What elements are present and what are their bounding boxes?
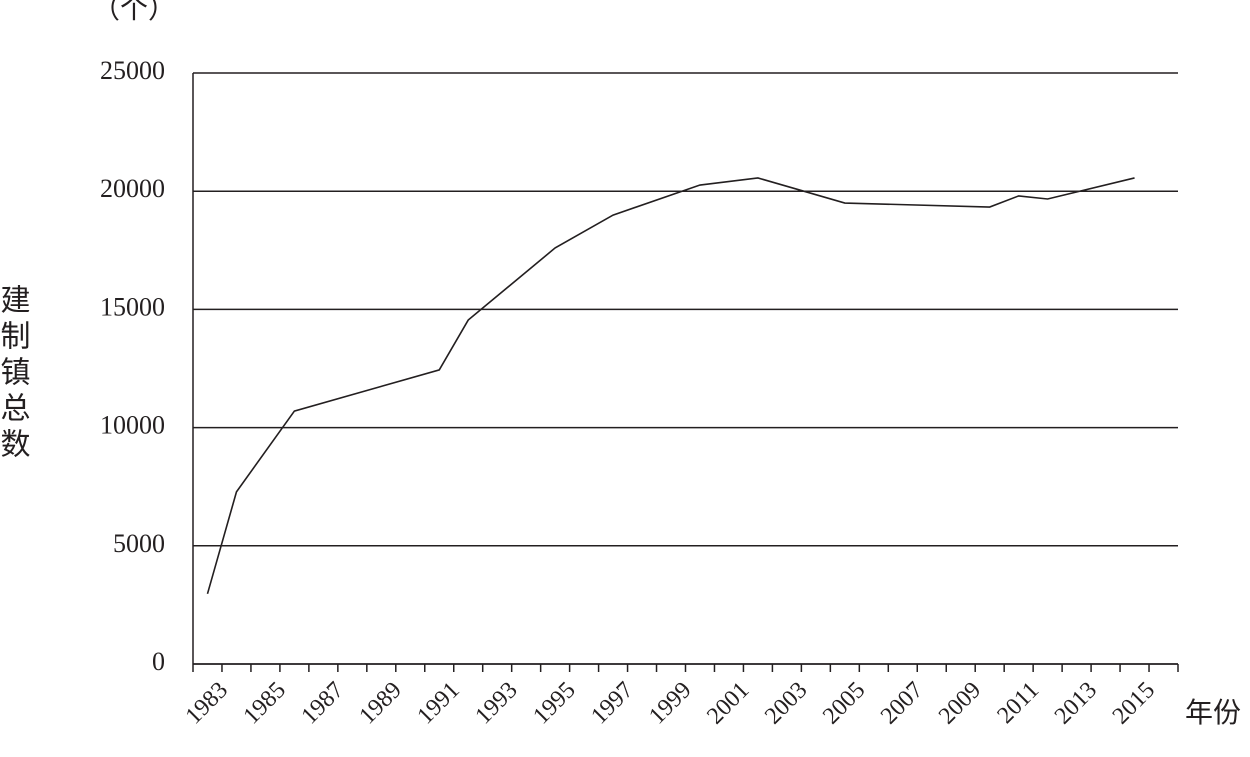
y-tick-label: 15000 — [100, 292, 165, 321]
x-tick-label: 1997 — [586, 677, 638, 729]
x-tick-label: 1989 — [355, 677, 407, 729]
x-tick-label: 1995 — [528, 677, 580, 729]
x-axis-title: 年份 — [1185, 697, 1241, 729]
y-tick-label: 10000 — [100, 411, 165, 440]
x-tick-label: 2011 — [993, 677, 1045, 729]
y-tick-label: 5000 — [113, 529, 165, 558]
x-tick-label: 1993 — [470, 677, 522, 729]
x-tick-label: 2015 — [1108, 677, 1160, 729]
x-tick-label: 1985 — [239, 677, 291, 729]
x-tick-label: 1999 — [644, 677, 696, 729]
unit-label: （个） — [92, 0, 176, 25]
y-tick-label: 0 — [152, 647, 165, 676]
y-axis-title: 建制镇总数 — [0, 284, 30, 464]
x-tick-label: 1983 — [181, 677, 233, 729]
x-tick-label: 2013 — [1050, 677, 1102, 729]
x-tick-label: 1987 — [297, 677, 349, 729]
x-tick-label: 2001 — [702, 677, 754, 729]
x-tick-label: 1991 — [412, 677, 464, 729]
x-tick-label: 2003 — [760, 677, 812, 729]
x-tick-label: 2007 — [876, 677, 928, 729]
x-tick-label: 2009 — [934, 677, 986, 729]
x-tick-label: 2005 — [818, 677, 870, 729]
data-line — [206, 177, 1135, 595]
y-tick-label: 25000 — [100, 56, 165, 85]
y-tick-label: 20000 — [100, 174, 165, 203]
